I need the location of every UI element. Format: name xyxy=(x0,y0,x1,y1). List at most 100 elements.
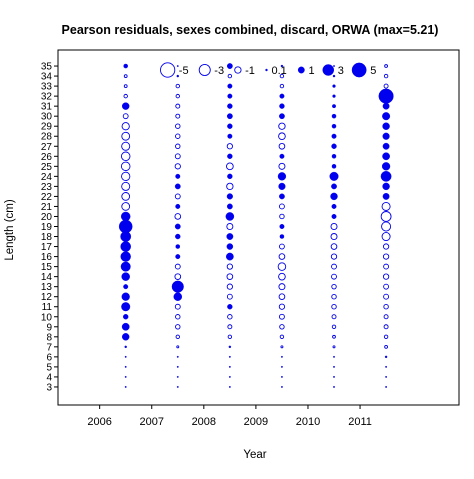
residual-bubble xyxy=(228,365,231,368)
residual-bubble xyxy=(330,253,338,260)
residual-bubble xyxy=(175,133,181,139)
residual-bubble xyxy=(121,333,130,341)
y-tick-label: 18 xyxy=(41,232,53,243)
residual-bubble xyxy=(174,263,181,270)
legend-bubble xyxy=(265,68,268,72)
residual-bubble xyxy=(333,365,335,368)
legend-label: -1 xyxy=(245,65,255,77)
residual-bubble xyxy=(227,73,233,79)
residual-bubble xyxy=(174,183,181,190)
residual-bubble xyxy=(226,203,233,210)
residual-bubble xyxy=(382,112,391,121)
legend-label: -3 xyxy=(214,65,224,77)
residual-bubble xyxy=(331,214,337,219)
residual-bubble xyxy=(385,386,388,388)
residual-bubble xyxy=(175,83,180,89)
legend-label: 5 xyxy=(370,65,376,77)
residual-bubble xyxy=(382,253,390,260)
y-tick-label: 5 xyxy=(46,362,52,373)
residual-bubble xyxy=(228,386,231,388)
y-tick-label: 15 xyxy=(41,262,53,273)
residual-bubble xyxy=(330,192,338,201)
residual-bubble xyxy=(226,193,233,200)
residual-bubble xyxy=(176,65,179,67)
legend-label: 1 xyxy=(309,65,315,77)
residual-bubble xyxy=(281,365,283,368)
residual-bubble xyxy=(278,122,286,130)
residual-bubble xyxy=(121,181,131,191)
residual-bubble xyxy=(122,113,129,120)
residual-bubble xyxy=(176,386,179,388)
residual-bubble xyxy=(385,365,388,368)
residual-bubble xyxy=(280,64,284,68)
residual-bubble xyxy=(382,102,390,110)
residual-bubble xyxy=(124,355,127,358)
residual-bubble xyxy=(333,386,335,388)
residual-bubble xyxy=(279,234,285,239)
residual-bubble xyxy=(227,153,233,159)
residual-bubble xyxy=(175,113,181,119)
residual-bubble xyxy=(175,314,181,320)
residual-bubble xyxy=(228,376,231,378)
residual-bubble xyxy=(332,104,336,109)
residual-bubble xyxy=(174,213,182,220)
residual-bubble xyxy=(175,203,181,209)
legend-bubble xyxy=(198,64,211,76)
legend-bubble xyxy=(322,64,334,76)
residual-bubble xyxy=(124,345,127,349)
residual-bubble xyxy=(280,345,284,349)
y-tick-label: 9 xyxy=(46,322,52,333)
legend-bubble xyxy=(297,66,305,74)
residual-bubble xyxy=(278,182,286,190)
y-tick-label: 11 xyxy=(42,302,53,313)
legend-label: 0.1 xyxy=(272,65,287,77)
residual-bubble xyxy=(331,154,337,159)
bubble-layer xyxy=(118,63,394,388)
y-axis-label: Length (cm) xyxy=(4,199,16,261)
residual-bubble xyxy=(175,324,181,330)
residual-bubble xyxy=(228,355,231,358)
residual-bubble xyxy=(382,132,390,140)
residual-bubble xyxy=(380,211,392,222)
residual-bubble xyxy=(279,203,285,210)
residual-bubble xyxy=(384,355,388,359)
residual-bubble xyxy=(226,273,234,280)
residual-bubble xyxy=(329,171,339,181)
y-axis: 3456789101112131415161718192021222324252… xyxy=(41,62,58,393)
residual-bubble xyxy=(278,132,286,141)
chart-title: Pearson residuals, sexes combined, disca… xyxy=(62,23,439,37)
residual-bubble xyxy=(332,345,336,349)
residual-bubble xyxy=(281,355,283,358)
residual-bubble xyxy=(279,213,285,220)
residual-bubble xyxy=(174,153,181,160)
y-tick-label: 28 xyxy=(41,132,53,143)
residual-bubble xyxy=(174,273,182,280)
residual-bubble xyxy=(227,103,233,109)
residual-bubble xyxy=(226,283,233,290)
residual-bubble xyxy=(279,193,285,200)
residual-bubble xyxy=(331,283,337,290)
residual-bubble xyxy=(331,143,337,149)
residual-bubble xyxy=(279,73,285,79)
y-tick-label: 7 xyxy=(46,342,52,353)
residual-bubble xyxy=(118,219,133,234)
residual-bubble xyxy=(226,252,234,261)
y-tick-label: 31 xyxy=(41,102,53,113)
residual-bubble xyxy=(176,355,179,358)
residual-bubble xyxy=(278,253,286,260)
x-tick-label: 2009 xyxy=(244,416,268,428)
residual-bubble xyxy=(175,103,181,109)
residual-bubble xyxy=(331,113,337,119)
residual-bubble xyxy=(278,283,286,291)
residual-bubble xyxy=(225,212,235,221)
residual-bubble xyxy=(226,182,234,191)
residual-bubble xyxy=(281,376,283,378)
residual-bubble xyxy=(175,244,181,249)
residual-bubble xyxy=(279,83,285,89)
residual-bubble xyxy=(383,83,389,89)
residual-bubble xyxy=(279,153,285,159)
residual-bubble xyxy=(226,162,234,171)
y-tick-label: 30 xyxy=(41,112,53,123)
residual-bubble xyxy=(332,94,336,98)
residual-bubble xyxy=(385,376,388,378)
